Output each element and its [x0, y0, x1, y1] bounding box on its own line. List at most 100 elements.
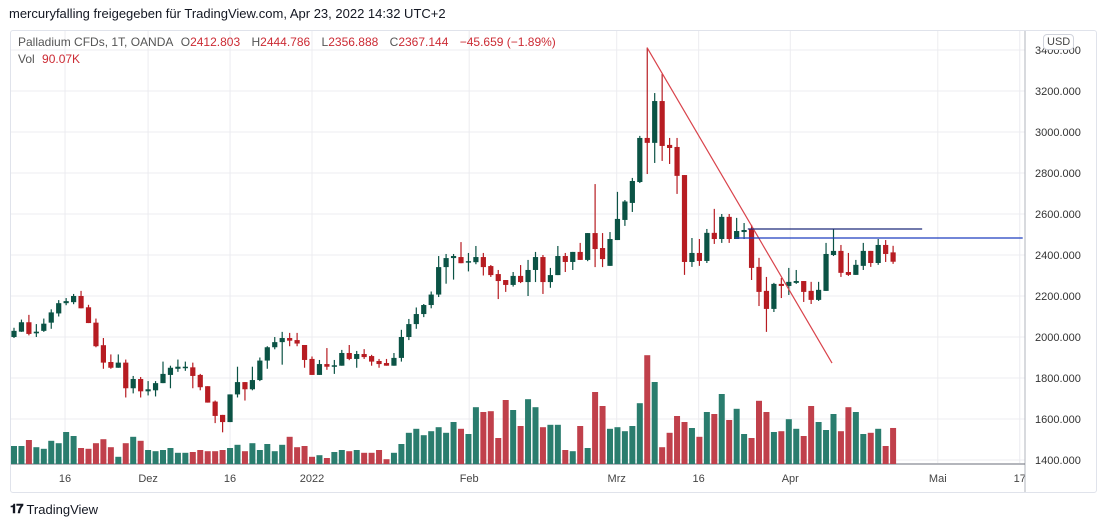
low-label: L: [321, 35, 329, 49]
candle: [443, 253, 449, 284]
candle-body: [622, 201, 628, 220]
candle: [279, 331, 285, 365]
candle-body: [85, 307, 92, 324]
volume-value: 90.07K: [42, 52, 81, 66]
time-tick-label: 17: [1014, 473, 1026, 485]
candle-body: [205, 386, 211, 403]
candle: [56, 300, 62, 317]
candle: [592, 184, 598, 268]
candle: [369, 354, 375, 366]
brand-name: TradingView: [26, 501, 99, 517]
volume-bar: [107, 447, 114, 464]
candle: [100, 338, 106, 369]
candle-body: [741, 229, 747, 233]
volume-bar: [145, 450, 152, 464]
candle: [622, 200, 628, 226]
candle: [570, 251, 576, 270]
candle-body: [123, 362, 129, 389]
candle-body: [138, 379, 144, 392]
volume-bar: [78, 448, 85, 464]
volume-bar: [435, 427, 442, 464]
candle-body: [763, 290, 770, 309]
candle: [71, 293, 77, 305]
candle: [428, 291, 434, 309]
volume-bar: [48, 440, 55, 464]
volume-bar: [569, 451, 576, 464]
candle-body: [152, 383, 159, 391]
volume-bar: [338, 450, 345, 464]
volume-bar: [301, 446, 308, 464]
price-tick-label: 2000.000: [1035, 332, 1081, 344]
volume-bar: [212, 451, 219, 464]
volume-bar: [785, 419, 792, 464]
candle-body: [585, 233, 591, 260]
candle-body: [406, 324, 412, 337]
volume-bar: [92, 443, 99, 464]
low-value: 2356.888: [328, 35, 379, 49]
volume-bar: [815, 422, 822, 464]
candle-body: [227, 394, 233, 423]
volume-bar: [137, 440, 144, 464]
candle: [674, 137, 680, 194]
candle: [48, 309, 54, 329]
currency-badge[interactable]: USD: [1043, 34, 1075, 50]
candle-body: [108, 362, 114, 368]
volume-bar: [487, 411, 494, 464]
volume-bar: [264, 444, 271, 464]
time-tick-label: 2022: [300, 473, 324, 485]
candle: [220, 414, 226, 433]
candle: [450, 253, 457, 280]
price-tick-label: 2800.000: [1035, 168, 1081, 180]
candle: [33, 324, 39, 337]
candle-body: [56, 303, 62, 314]
volume-bar: [122, 443, 129, 464]
volume-bar: [651, 382, 658, 464]
candle-body: [696, 252, 702, 261]
volume-bar: [234, 444, 241, 464]
candle: [585, 233, 591, 262]
candle: [629, 177, 635, 212]
candle: [838, 244, 844, 277]
candle-body: [637, 137, 643, 183]
volume-bar: [18, 446, 25, 464]
candle-body: [324, 364, 330, 367]
candle: [391, 352, 397, 366]
change-value: −45.659 (−1.89%): [459, 35, 556, 49]
candle: [354, 350, 360, 368]
candle: [78, 290, 84, 309]
candle-body: [175, 366, 181, 369]
volume-bar: [309, 456, 315, 464]
volume-bar: [241, 451, 248, 464]
volume-bar: [286, 436, 293, 464]
candle-body: [592, 233, 598, 250]
volume-bar: [376, 450, 383, 464]
candle: [756, 257, 762, 307]
candle-body: [294, 340, 300, 344]
candle-body: [540, 257, 546, 283]
candle: [771, 282, 777, 312]
volume-bar: [55, 443, 62, 464]
chart-pane[interactable]: [10, 30, 1097, 493]
candle: [778, 277, 784, 299]
volume-bar: [174, 452, 181, 464]
candle-body: [860, 250, 866, 266]
candle: [376, 358, 382, 368]
candle: [853, 259, 859, 275]
candle: [845, 252, 851, 276]
candle: [868, 250, 874, 267]
trend-line-drawing[interactable]: [646, 47, 833, 364]
symbol-name[interactable]: Palladium CFDs, 1T, OANDA: [18, 35, 174, 49]
volume-bar: [532, 407, 539, 464]
candle: [167, 365, 174, 389]
volume-bar: [852, 412, 859, 464]
ohlc-legend: Palladium CFDs, 1T, OANDA O2412.803 H244…: [18, 35, 560, 49]
price-tick-label: 1600.000: [1035, 414, 1081, 426]
candle-body: [771, 283, 777, 309]
candle: [160, 361, 166, 384]
volume-label[interactable]: Vol: [18, 52, 35, 66]
volume-legend: Vol 90.07K: [18, 52, 80, 66]
candle-body: [93, 322, 99, 347]
volume-bar: [40, 448, 47, 464]
candle: [85, 304, 92, 324]
